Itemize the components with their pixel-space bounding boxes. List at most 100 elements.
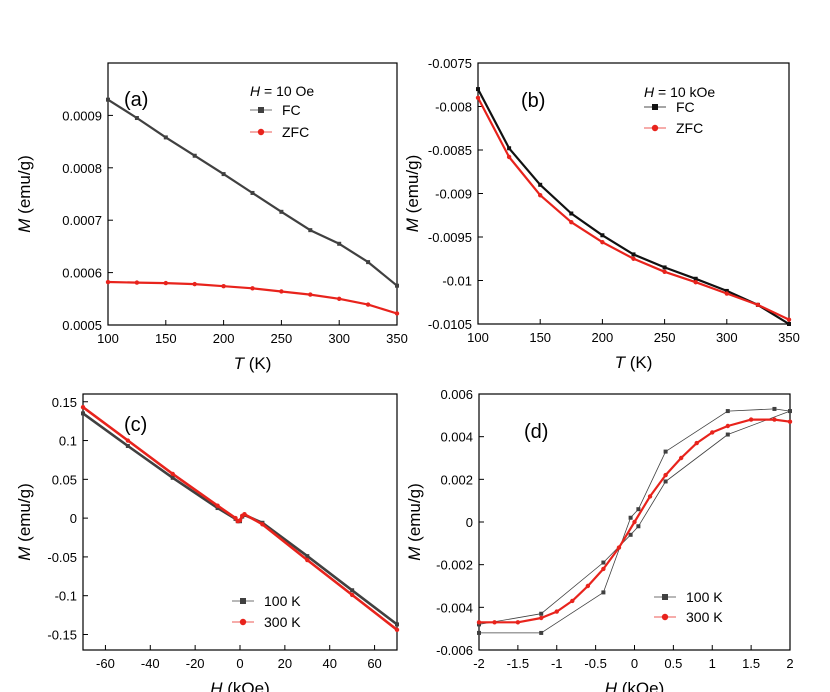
data-point (631, 252, 636, 257)
axis-label-symbol: T (615, 353, 627, 372)
data-point (337, 296, 342, 301)
legend-title-value: = 10 Oe (260, 83, 314, 99)
legend-entry: ZFC (676, 120, 703, 136)
axis-label: M (emu/g) (15, 483, 34, 560)
data-point (81, 411, 85, 416)
legend-marker (240, 598, 246, 604)
y-tick-label: -0.0105 (428, 317, 472, 332)
data-point (279, 209, 284, 214)
panel-label: (c) (124, 414, 147, 436)
y-tick-label: -0.0095 (428, 230, 472, 245)
data-point (678, 455, 684, 461)
data-point (308, 228, 313, 233)
series-line (477, 88, 790, 325)
axis-label: M (emu/g) (405, 483, 424, 560)
axis-label-unit: (emu/g) (403, 155, 422, 218)
legend-marker (258, 107, 264, 113)
data-point (663, 449, 668, 454)
legend-title: H = 10 kOe (644, 84, 715, 100)
data-point (724, 288, 729, 293)
axis-label-unit: (emu/g) (15, 155, 34, 218)
legend-title-symbol: H (644, 84, 655, 100)
axis-label-unit: (kOe) (617, 679, 664, 692)
x-tick-label: 200 (213, 331, 235, 346)
data-point (601, 590, 606, 595)
axis-label: H (kOe) (605, 679, 665, 692)
axis-label: T (K) (615, 353, 653, 372)
axis-label-unit: (emu/g) (405, 483, 424, 546)
data-point (233, 515, 238, 521)
y-tick-label: 0.0005 (62, 318, 102, 333)
data-point (242, 512, 247, 517)
data-point (788, 409, 792, 414)
data-point (636, 524, 641, 529)
axis-label: M (emu/g) (403, 155, 422, 232)
data-point (134, 280, 140, 285)
panel-b: 100 150 200 250 300 350 -0.0105 -0.01 -0.0095 -0.… (403, 56, 800, 372)
data-point (570, 598, 575, 604)
x-tick-label: -60 (96, 656, 115, 671)
data-point (569, 211, 574, 216)
y-tick-label: 0.1 (59, 434, 77, 449)
data-point (476, 620, 482, 625)
x-tick-label: 200 (592, 330, 614, 345)
x-tick-label: 60 (367, 656, 381, 671)
x-tick-label: -0.5 (584, 656, 606, 671)
data-point (601, 560, 606, 565)
data-point (250, 190, 255, 195)
data-point (539, 630, 544, 635)
data-point (305, 554, 310, 559)
plot-frame (107, 62, 398, 326)
data-point (350, 588, 355, 593)
data-point (755, 302, 761, 308)
y-tick-label: 0.002 (440, 472, 473, 487)
data-point (163, 135, 168, 140)
y-tick-label: -0.05 (47, 550, 77, 565)
y-tick-label: 0 (466, 515, 473, 530)
data-point (221, 284, 226, 289)
data-point (365, 302, 371, 307)
data-point (748, 417, 754, 422)
data-point (506, 154, 512, 160)
x-tick-label: 100 (97, 331, 119, 346)
data-point (394, 627, 400, 633)
axis-label: T (K) (234, 354, 272, 373)
data-point (772, 417, 777, 422)
data-point (507, 146, 512, 151)
data-point (125, 443, 130, 448)
data-point (395, 622, 399, 627)
data-point (786, 317, 792, 322)
data-point (772, 406, 777, 411)
data-point (492, 620, 497, 625)
legend-title-value: = 10 kOe (654, 84, 715, 100)
axis-label-symbol: M (405, 546, 424, 561)
data-point (538, 193, 543, 198)
y-tick-label: -0.1 (55, 589, 77, 604)
legend-entry: 100 K (686, 589, 723, 605)
data-point (394, 311, 400, 316)
axis-label-symbol: M (15, 218, 34, 233)
data-point (600, 240, 605, 245)
panel-d: -2 -1.5 -1 -0.5 0 0.5 1 1.5 2 -0.006 -0.004 -0.002 0… (405, 387, 794, 692)
y-tick-label: -0.002 (436, 558, 473, 573)
data-point (192, 153, 197, 158)
data-point (662, 265, 667, 270)
data-point (787, 419, 793, 424)
data-point (693, 276, 698, 281)
axis-label-symbol: H (605, 679, 618, 692)
axis-label-unit: (emu/g) (15, 483, 34, 546)
data-point (663, 479, 668, 484)
data-point (170, 471, 175, 477)
legend-marker (239, 618, 247, 626)
data-point (724, 291, 729, 296)
y-tick-label: -0.0085 (428, 143, 472, 158)
data-point (663, 472, 668, 478)
x-tick-label: 350 (386, 331, 408, 346)
x-tick-label: -20 (186, 656, 205, 671)
data-point (279, 289, 284, 294)
data-point (475, 95, 481, 101)
x-tick-label: 40 (322, 656, 336, 671)
panel-a: 100 150 200 250 300 350 0.0005 0.0006 0.0007 0.00… (15, 62, 408, 373)
y-tick-label: 0.006 (440, 387, 473, 402)
